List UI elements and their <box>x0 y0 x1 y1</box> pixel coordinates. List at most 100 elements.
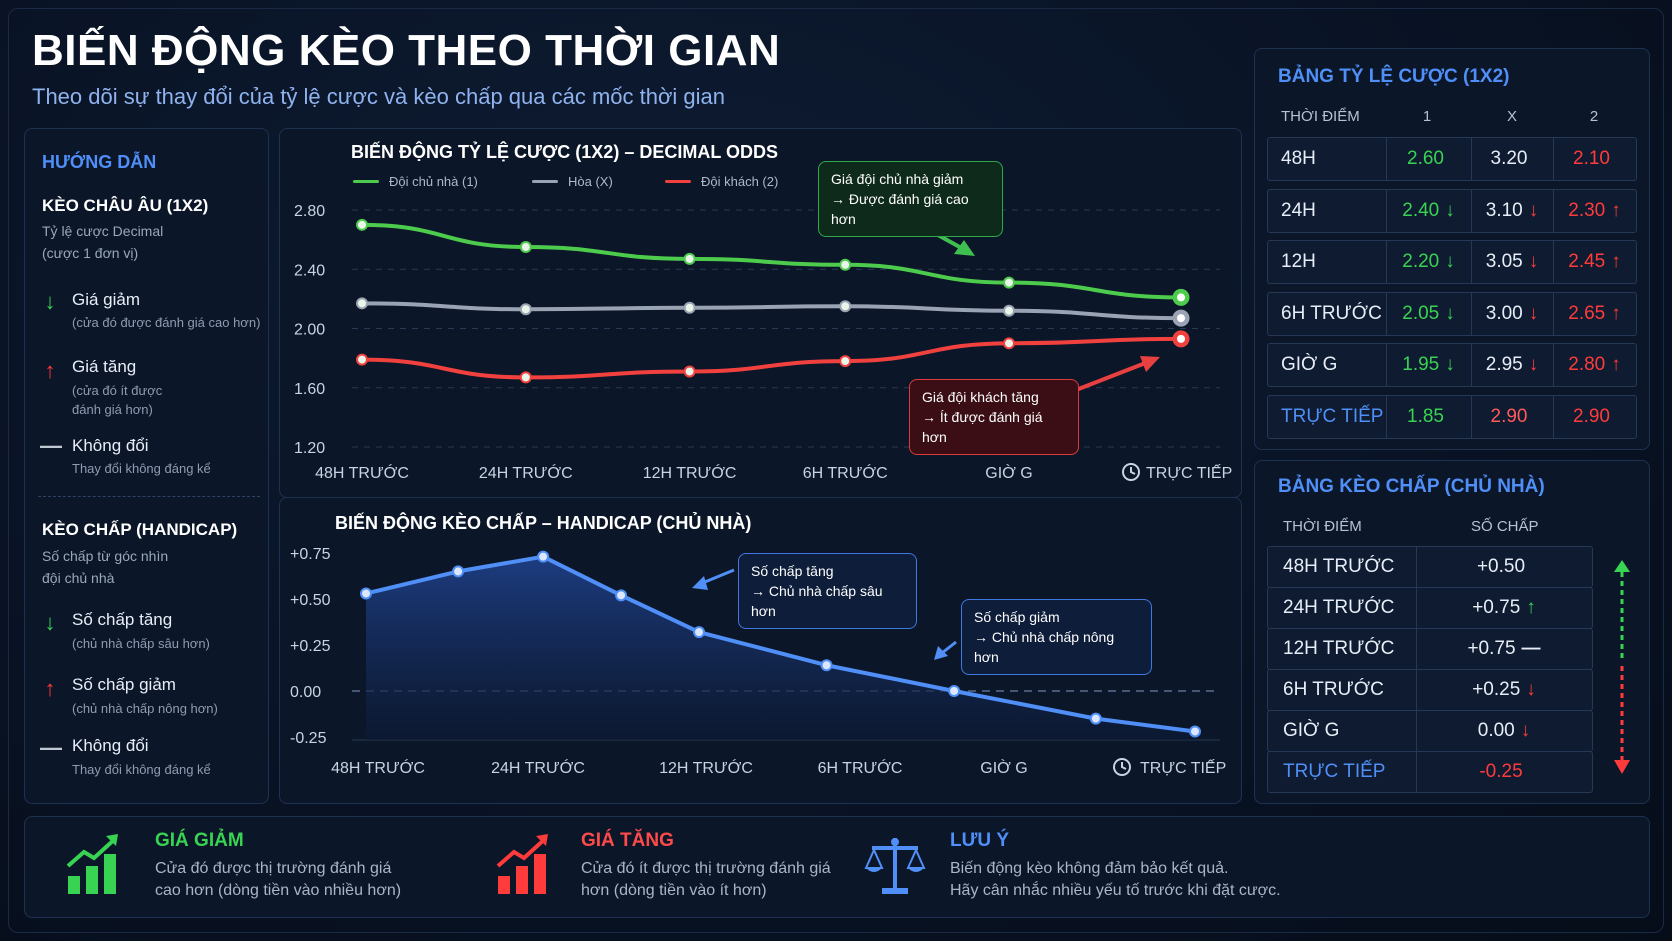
arrow-icon: ↓ <box>1445 302 1455 324</box>
callout-handicap-down: Số chấp giảm → Chủ nhà chấp nông hơn <box>961 599 1152 675</box>
trend-indicator-icon <box>1614 560 1630 774</box>
callout-home: Giá đội chủ nhà giảm → Được đánh giá cao… <box>818 161 1003 237</box>
guide-heading: HƯỚNG DẪN <box>42 152 157 172</box>
y-tick-label: 0.00 <box>290 684 321 701</box>
arrow-icon: ↑ <box>1611 199 1621 221</box>
data-point <box>356 218 368 231</box>
legend-swatch-away <box>665 180 691 183</box>
odds-cell-1: 2.40 ↓ <box>1386 189 1472 232</box>
handicap-row-4: GIỜ G 0.00 ↓ <box>1267 710 1593 752</box>
legend-home: Đội chủ nhà (1) <box>353 174 478 189</box>
arrow-icon: ↓ <box>1445 354 1455 375</box>
callout-handicap-down-arrow <box>941 640 957 655</box>
footer-note-line2: Hãy cân nhắc nhiều yếu tố trước khi đặt … <box>950 882 1281 899</box>
page-frame <box>8 8 1664 933</box>
callout-handicap-up-arrowhead <box>692 576 708 590</box>
euro-up-sub-1: (cửa đó ít được <box>72 383 163 398</box>
data-point <box>820 659 833 672</box>
euro-desc-2: (cược 1 đơn vị) <box>42 245 139 261</box>
odds-row-0: 48H TRƯỚC 2.60 3.20 2.10 <box>1267 137 1637 211</box>
odds-cell-1: 1.95 ↓ <box>1386 344 1472 386</box>
chart-up-red-icon <box>496 834 548 894</box>
odds-cell-2: 2.30 ↑ <box>1553 190 1636 232</box>
callout-away-line1: Giá đội khách tăng <box>922 389 1039 405</box>
handicap-value: +0.75 <box>1472 597 1521 618</box>
value-x: 3.10 <box>1485 199 1523 221</box>
handicap-col-time: THỜI ĐIỂM <box>1283 518 1362 535</box>
callout-handicap-up-line2: → Chủ nhà chấp sâu hơn <box>751 583 883 619</box>
handicap-section-title: KÈO CHẤP (HANDICAP) <box>42 520 238 539</box>
value-1: 2.05 <box>1402 302 1440 324</box>
value-1: 1.95 <box>1402 354 1440 375</box>
arrow-icon: ↓ <box>1520 720 1531 741</box>
odds-row-4: GIỜ G 1.95 ↓ 2.95 ↓ 2.80 ↑ <box>1267 343 1637 387</box>
footer-up-line1: Cửa đó ít được thị trường đánh giá <box>581 860 831 877</box>
handicap-table-heading: BẢNG KÈO CHẤP (CHỦ NHÀ) <box>1278 476 1545 497</box>
y-tick-label: +0.75 <box>290 546 331 563</box>
value-2: 2.45 <box>1568 251 1606 272</box>
odds-cell-1: 2.05 ↓ <box>1386 292 1472 335</box>
odds-cell-1: 2.60 <box>1386 138 1472 180</box>
y-tick-label: -0.25 <box>290 730 327 747</box>
value-1: 2.40 <box>1402 199 1440 221</box>
data-point <box>839 300 852 313</box>
data-point <box>683 252 696 265</box>
value-1: 2.60 <box>1407 148 1444 169</box>
value-2: 2.90 <box>1573 405 1610 427</box>
data-point <box>1189 725 1201 738</box>
value-2: 2.10 <box>1573 148 1610 169</box>
footer-down-line1: Cửa đó được thị trường đánh giá <box>155 860 392 877</box>
odds-cell-x: 3.00 ↓ <box>1471 292 1554 335</box>
handicap-row-5: TRỰC TIẾP -0.25 <box>1267 751 1593 793</box>
value-2: 2.80 <box>1568 354 1606 375</box>
x-tick-12h-tr-c: 12H TRƯỚC <box>659 758 753 777</box>
guide-panel <box>24 128 269 804</box>
x-tick-24h-tr-c: 24H TRƯỚC <box>491 758 585 777</box>
data-point <box>356 353 368 366</box>
data-point <box>519 303 532 316</box>
guide-divider <box>38 496 260 497</box>
callout-away-line2: → Ít được đánh giá hơn <box>922 409 1043 445</box>
clock-hands <box>1130 467 1136 475</box>
handicap-desc-1: Số chấp từ góc nhìn <box>42 548 169 564</box>
y-tick-label: +0.50 <box>290 592 331 609</box>
handicap-cell-value: +0.75 ↑ <box>1416 588 1592 628</box>
clock-hands <box>1121 762 1127 770</box>
value-x: 2.90 <box>1490 405 1528 427</box>
arrow-icon: ↓ <box>1528 354 1539 375</box>
data-point-center <box>1177 293 1185 302</box>
handicap-cell-time: GIỜ G <box>1268 711 1417 751</box>
legend-label-draw: Hòa (X) <box>568 174 613 189</box>
value-x: 2.95 <box>1485 354 1523 375</box>
x-tick-tr-c-ti-p: TRỰC TIẾP <box>1146 463 1232 482</box>
data-point <box>360 587 372 600</box>
arrow-icon: ↓ <box>1528 302 1539 324</box>
handicap-value: +0.25 <box>1472 679 1521 700</box>
value-1: 1.85 <box>1407 405 1444 427</box>
odds-cell-x: 3.10 ↓ <box>1471 189 1554 232</box>
arrow-up-icon: ↑ <box>44 358 56 383</box>
footer-note-title: LƯU Ý <box>950 830 1010 851</box>
callout-home-arrowhead <box>954 240 975 256</box>
callout-handicap-down-line2: → Chủ nhà chấp nông hơn <box>974 629 1115 665</box>
handicap-cell-value: +0.75— <box>1416 629 1592 669</box>
odds-cell-time: 48H TRƯỚC <box>1268 138 1387 211</box>
handicap-cell-time: 48H TRƯỚC <box>1268 547 1417 587</box>
arrow-icon: ↓ <box>1526 679 1536 700</box>
row-time: 6H TRƯỚC <box>1281 302 1382 324</box>
footer-down-title: GIÁ GIẢM <box>155 830 244 851</box>
page-title: BIẾN ĐỘNG KÈO THEO THỜI GIAN <box>32 26 781 75</box>
x-tick-gi-g: GIỜ G <box>980 758 1028 777</box>
odds-row-3: 6H TRƯỚC 2.05 ↓ 3.00 ↓ 2.65 ↑ <box>1267 291 1637 336</box>
odds-cell-time: GIỜ G <box>1268 344 1387 386</box>
odds-cell-x: 2.90 <box>1471 395 1554 438</box>
handicap-value: +0.50 <box>1476 556 1526 577</box>
odds-col-1: 1 <box>1422 108 1432 125</box>
arrow-icon: — <box>1521 638 1541 659</box>
callout-away-arrowhead <box>1140 356 1160 372</box>
odds-chart-title: BIẾN ĐỘNG TỶ LỆ CƯỢC (1X2) – DECIMAL ODD… <box>351 142 778 162</box>
